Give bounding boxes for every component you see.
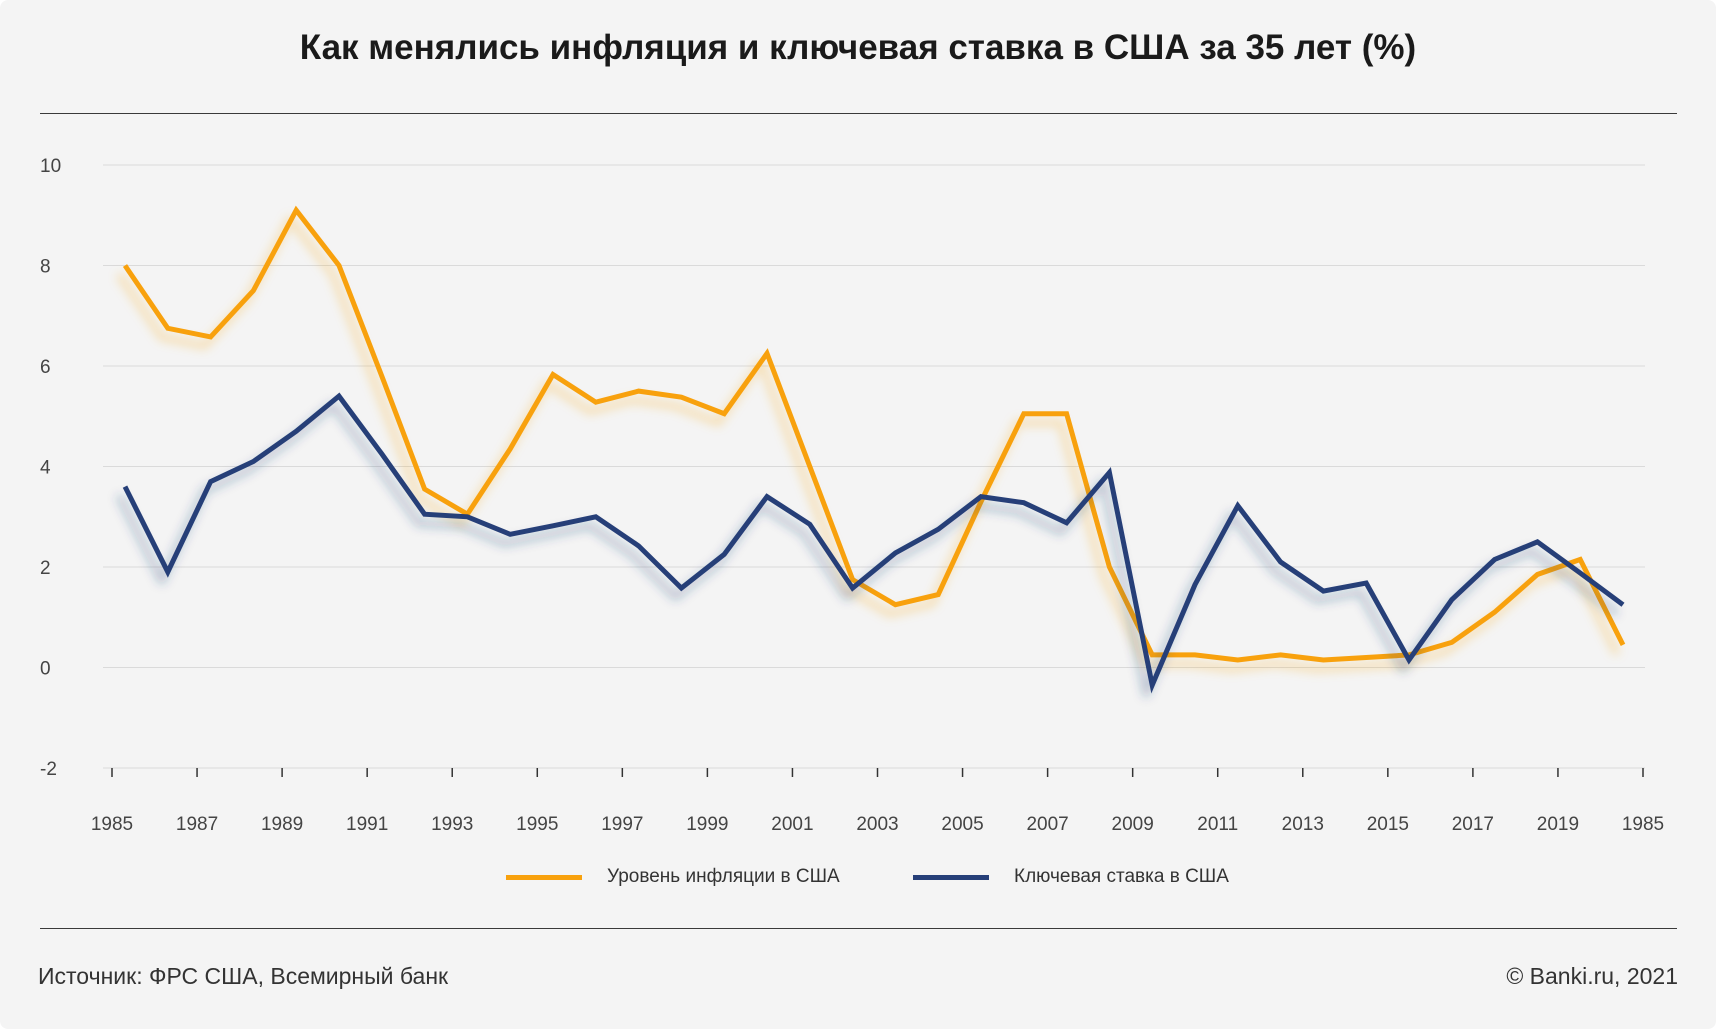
x-tick-label: 2019 [1537,814,1579,835]
x-tick-label: 2001 [771,814,813,835]
legend-item-inflation: Уровень инфляции в США [506,862,840,892]
x-tick-label: 1993 [431,814,473,835]
series-shadow-2 [115,401,1620,698]
copyright-note: © Banki.ru, 2021 [1506,963,1678,989]
y-tick-label: 10 [40,156,61,177]
legend-label-inflation: Уровень инфляции в США [607,866,840,887]
series-shadow-1 [116,215,1621,673]
series-lines [115,205,1626,698]
x-tick-label: 1985 [91,814,133,835]
x-tick-label: 1987 [176,814,218,835]
y-tick-label: 8 [40,257,51,278]
x-tick-label: 1997 [601,814,643,835]
grid [103,164,1645,769]
legend-item-key-rate: Ключевая ставка в США [913,862,1229,892]
x-tick-label: 2003 [856,814,898,835]
y-tick-label: 4 [40,458,51,479]
x-tick-label: 2013 [1282,814,1324,835]
x-tick-label: 1991 [346,814,388,835]
legend-swatch-inflation [506,874,582,880]
legend-label-key-rate: Ключевая ставка в США [1014,866,1229,887]
chart-title: Как менялись инфляция и ключевая ставка … [299,28,1417,67]
x-tick-label: 1995 [516,814,558,835]
title-divider [40,113,1677,114]
x-tick-label: 2009 [1112,814,1154,835]
footer-divider [40,928,1677,929]
x-tick-label: 1989 [261,814,303,835]
x-tick-label: 1999 [686,814,728,835]
legend-swatch-key-rate [913,874,989,880]
x-tick-label: 2015 [1367,814,1409,835]
x-tick-label: 2017 [1452,814,1494,835]
y-tick-label: 6 [40,357,51,378]
source-note: Источник: ФРС США, Всемирный банк [38,963,449,989]
series-line-2 [122,392,1625,694]
x-tick-label: 2011 [1197,814,1238,835]
y-axis-ticks: -2 0 2 4 6 8 10 [40,156,61,780]
x-axis: 1985 1987 1989 1991 1993 1995 1997 1999 2001 2003… [91,768,1664,835]
y-tick-label: 2 [40,558,51,579]
x-tick-label: 2005 [941,814,983,835]
y-tick-label: -2 [40,759,57,780]
y-tick-label: 0 [40,659,51,680]
series-line-1 [122,205,1626,663]
x-tick-label: 1985 [1622,814,1664,835]
x-tick-label: 2007 [1026,814,1068,835]
